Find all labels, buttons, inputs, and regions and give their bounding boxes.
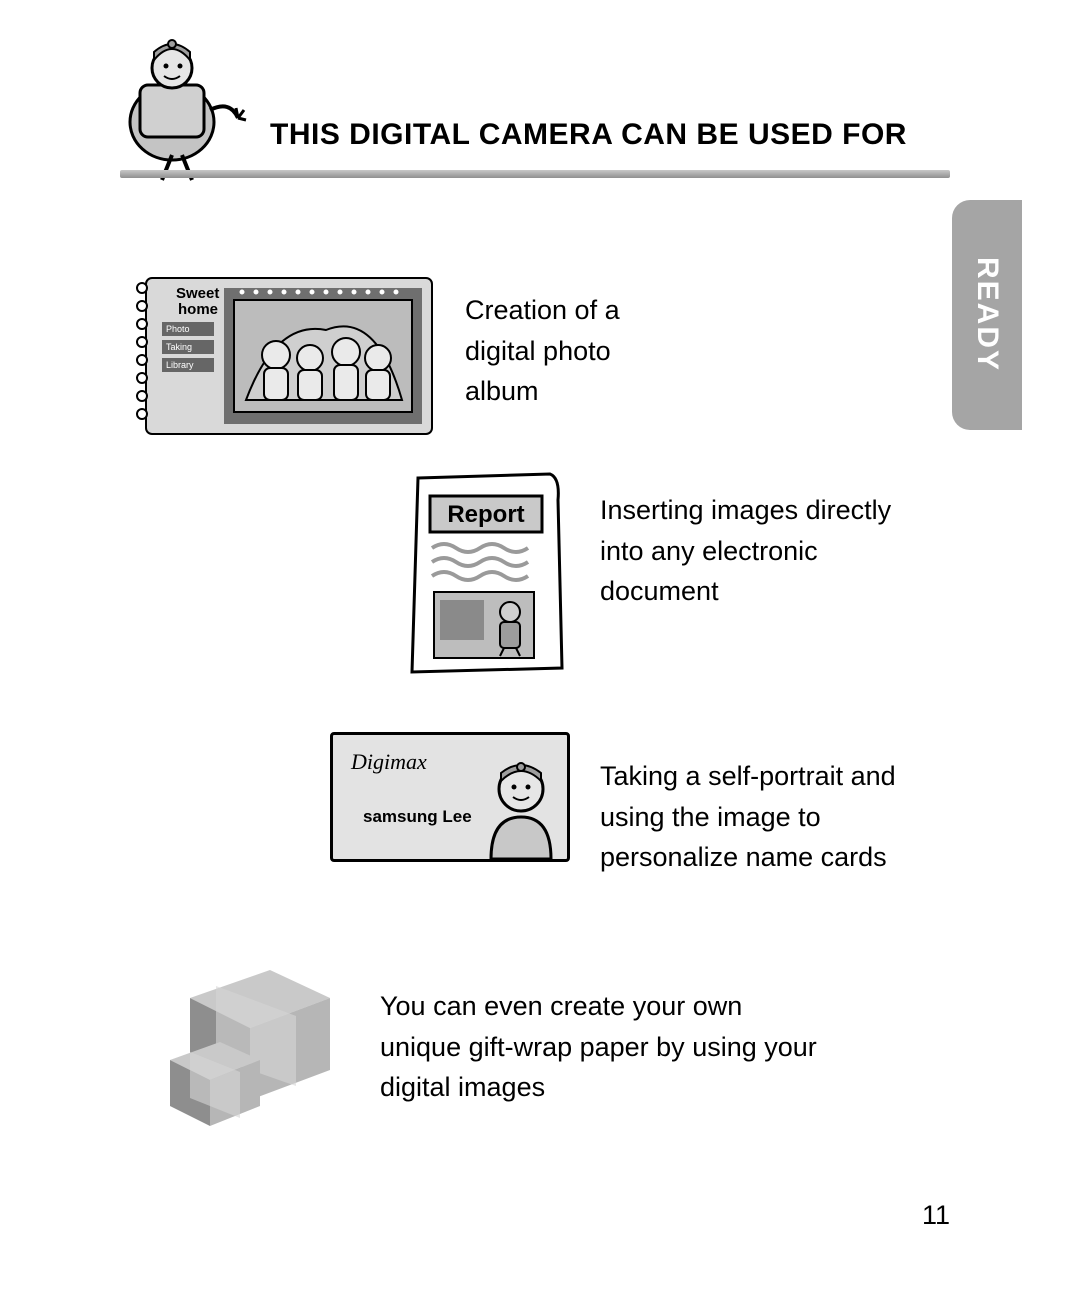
album-tab-2: Library xyxy=(166,360,194,370)
namecard-portrait-icon xyxy=(477,759,563,859)
section-tab-label: READY xyxy=(970,257,1004,372)
page-title: THIS DIGITAL CAMERA CAN BE USED FOR xyxy=(270,118,907,152)
report-label-text: Report xyxy=(447,501,524,528)
gift-illustration xyxy=(150,950,350,1130)
album-tab-0: Photo xyxy=(166,324,190,334)
section-tab-ready: READY xyxy=(952,200,1022,430)
page-number: 11 xyxy=(922,1200,950,1231)
report-illustration: Report xyxy=(400,470,570,680)
manual-page: THIS DIGITAL CAMERA CAN BE USED FOR READ… xyxy=(0,0,1080,1295)
gift-desc: You can even create your own unique gift… xyxy=(380,986,820,1108)
title-underline xyxy=(120,170,950,178)
namecard-brand: Digimax xyxy=(351,749,427,775)
report-desc: Inserting images directly into any elect… xyxy=(600,490,920,612)
album-illustration: Sweet home Photo Taking Library xyxy=(128,270,440,442)
mascot-illustration xyxy=(110,30,260,185)
album-title1: Sweet xyxy=(176,285,219,302)
namecard-illustration: Digimax samsung Lee xyxy=(330,732,570,862)
namecard-name: samsung Lee xyxy=(363,807,472,827)
namecard-desc: Taking a self-portrait and using the ima… xyxy=(600,756,920,878)
album-tab-1: Taking xyxy=(166,342,192,352)
album-title2: home xyxy=(178,301,218,318)
album-desc: Creation of a digital photo album xyxy=(465,290,685,412)
